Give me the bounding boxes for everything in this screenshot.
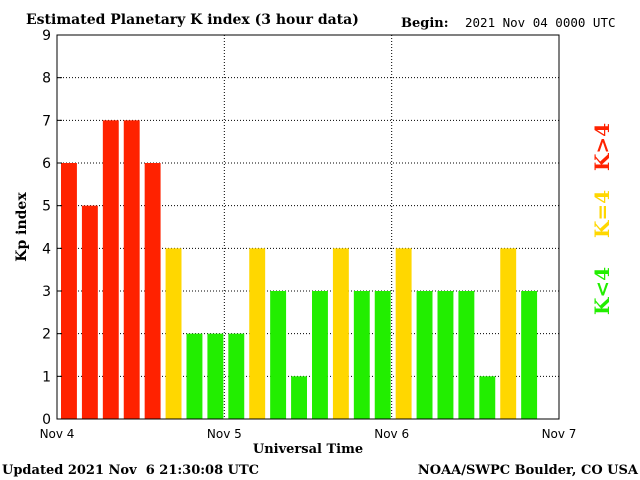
kp-bar <box>353 291 370 419</box>
kp-bar <box>144 163 161 419</box>
y-tick-label: 5 <box>42 199 51 215</box>
kp-bar <box>81 205 98 419</box>
kp-bar <box>374 291 391 419</box>
bars <box>61 120 538 419</box>
y-tick-label: 1 <box>42 369 51 385</box>
kp-bar <box>479 376 496 419</box>
x-axis-label: Universal Time <box>253 442 363 457</box>
x-ticks: Nov 4 Nov 5 Nov 6 Nov 7 <box>40 427 577 441</box>
y-tick-label: 9 <box>42 28 51 44</box>
y-tick-label: 7 <box>42 113 51 129</box>
kp-bar <box>228 333 245 419</box>
kp-bar <box>521 291 538 419</box>
y-tick-label: 6 <box>42 156 51 172</box>
kp-bar <box>207 333 224 419</box>
y-axis-label: Kp index <box>14 192 30 262</box>
y-ticks: 0 1 2 3 4 5 6 7 8 9 <box>42 28 62 428</box>
begin-value: 2021 Nov 04 0000 UTC <box>465 15 616 30</box>
kp-bar <box>186 333 203 419</box>
x-tick-label: Nov 7 <box>542 427 577 441</box>
kp-bar <box>165 248 182 419</box>
kp-bar <box>291 376 307 419</box>
y-tick-label: 2 <box>42 327 51 343</box>
y-tick-label: 0 <box>42 412 51 428</box>
x-tick-label: Nov 6 <box>374 427 409 441</box>
kp-bar <box>500 248 517 419</box>
kp-bar <box>61 163 77 419</box>
legend-entry: K<4 <box>590 267 614 315</box>
x-tick-label: Nov 4 <box>40 427 75 441</box>
legend-entry: K=4 <box>590 190 614 238</box>
kp-bar <box>312 291 328 419</box>
kp-bar <box>416 291 433 419</box>
x-tick-label: Nov 5 <box>207 427 242 441</box>
plot-frame <box>56 34 560 420</box>
updated-timestamp: Updated 2021 Nov 6 21:30:08 UTC <box>2 463 259 478</box>
grid <box>57 35 559 419</box>
kp-bar <box>458 291 475 419</box>
kp-bar <box>102 120 119 419</box>
kp-bar <box>437 291 454 419</box>
y-tick-label: 8 <box>42 71 51 87</box>
kp-bar <box>270 291 287 419</box>
credit-line: NOAA/SWPC Boulder, CO USA <box>418 463 639 478</box>
y-tick-label: 4 <box>42 241 51 257</box>
kp-bar <box>395 248 412 419</box>
legend: K>4 K=4 K<4 <box>590 123 614 315</box>
y-tick-label: 3 <box>42 284 51 300</box>
begin-label: Begin: <box>401 16 449 31</box>
kp-bar <box>332 248 349 419</box>
kp-bar <box>249 248 266 419</box>
kp-bar <box>123 120 140 419</box>
chart-title: Estimated Planetary K index (3 hour data… <box>26 12 359 28</box>
legend-entry: K>4 <box>590 123 614 171</box>
